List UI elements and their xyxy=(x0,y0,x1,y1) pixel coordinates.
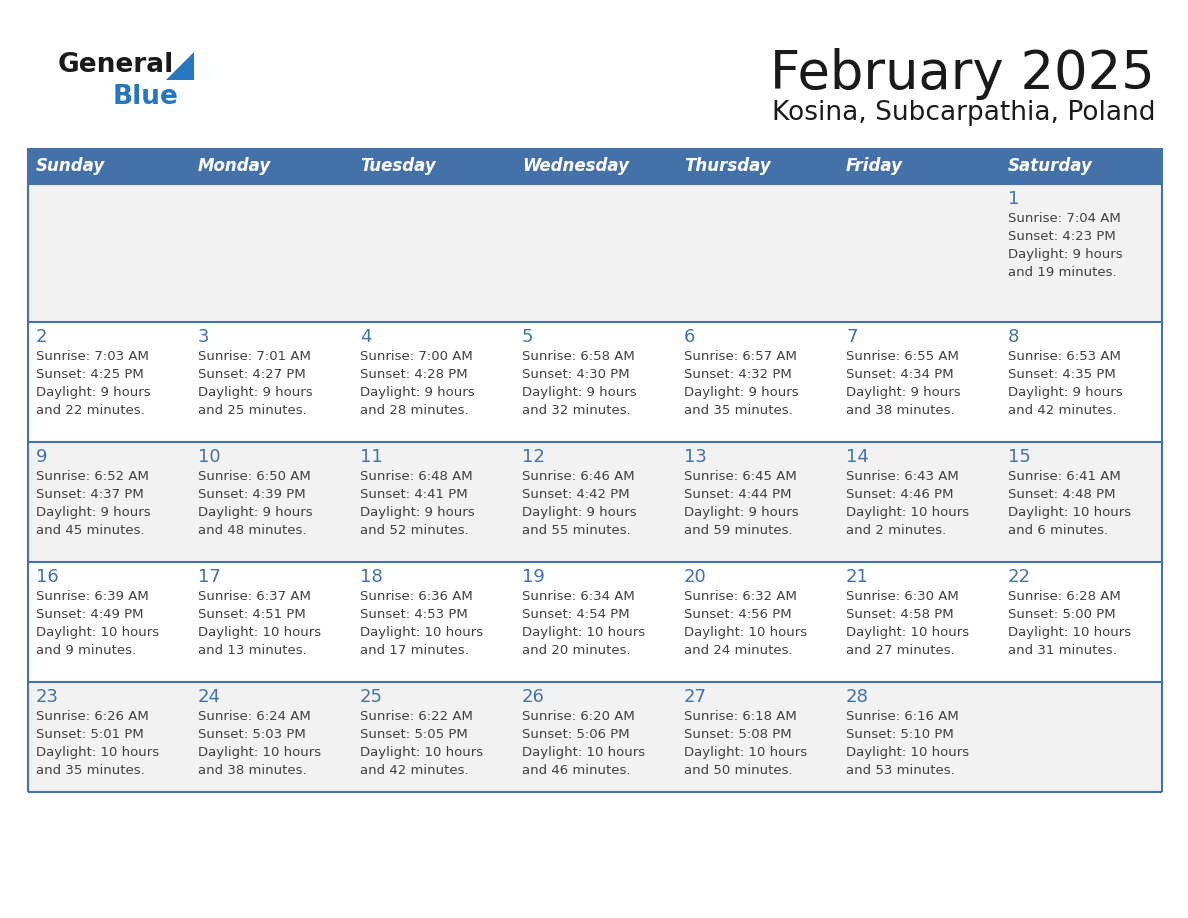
Text: 3: 3 xyxy=(198,328,209,346)
Text: Kosina, Subcarpathia, Poland: Kosina, Subcarpathia, Poland xyxy=(771,100,1155,126)
Text: Sunrise: 6:57 AM
Sunset: 4:32 PM
Daylight: 9 hours
and 35 minutes.: Sunrise: 6:57 AM Sunset: 4:32 PM Dayligh… xyxy=(684,350,798,417)
Text: 22: 22 xyxy=(1007,568,1031,586)
Text: Sunrise: 6:43 AM
Sunset: 4:46 PM
Daylight: 10 hours
and 2 minutes.: Sunrise: 6:43 AM Sunset: 4:46 PM Dayligh… xyxy=(846,470,969,537)
Text: General: General xyxy=(58,52,175,78)
Bar xyxy=(676,148,838,184)
Text: 19: 19 xyxy=(522,568,545,586)
Text: Sunrise: 6:45 AM
Sunset: 4:44 PM
Daylight: 9 hours
and 59 minutes.: Sunrise: 6:45 AM Sunset: 4:44 PM Dayligh… xyxy=(684,470,798,537)
Text: 5: 5 xyxy=(522,328,533,346)
Text: Sunrise: 7:04 AM
Sunset: 4:23 PM
Daylight: 9 hours
and 19 minutes.: Sunrise: 7:04 AM Sunset: 4:23 PM Dayligh… xyxy=(1007,212,1123,279)
Text: 8: 8 xyxy=(1007,328,1019,346)
Text: Sunrise: 6:46 AM
Sunset: 4:42 PM
Daylight: 9 hours
and 55 minutes.: Sunrise: 6:46 AM Sunset: 4:42 PM Dayligh… xyxy=(522,470,637,537)
Bar xyxy=(1000,148,1162,184)
Text: Sunrise: 7:00 AM
Sunset: 4:28 PM
Daylight: 9 hours
and 28 minutes.: Sunrise: 7:00 AM Sunset: 4:28 PM Dayligh… xyxy=(360,350,475,417)
Text: Sunrise: 6:53 AM
Sunset: 4:35 PM
Daylight: 9 hours
and 42 minutes.: Sunrise: 6:53 AM Sunset: 4:35 PM Dayligh… xyxy=(1007,350,1123,417)
Text: 6: 6 xyxy=(684,328,695,346)
Bar xyxy=(352,148,514,184)
Text: 23: 23 xyxy=(36,688,59,706)
Text: 7: 7 xyxy=(846,328,858,346)
Bar xyxy=(29,562,1162,682)
Text: Sunrise: 6:20 AM
Sunset: 5:06 PM
Daylight: 10 hours
and 46 minutes.: Sunrise: 6:20 AM Sunset: 5:06 PM Dayligh… xyxy=(522,710,645,777)
Bar xyxy=(514,148,676,184)
Text: Saturday: Saturday xyxy=(1007,157,1093,175)
Text: 9: 9 xyxy=(36,448,48,466)
Text: 15: 15 xyxy=(1007,448,1031,466)
Text: Sunrise: 6:41 AM
Sunset: 4:48 PM
Daylight: 10 hours
and 6 minutes.: Sunrise: 6:41 AM Sunset: 4:48 PM Dayligh… xyxy=(1007,470,1131,537)
Text: Sunrise: 6:39 AM
Sunset: 4:49 PM
Daylight: 10 hours
and 9 minutes.: Sunrise: 6:39 AM Sunset: 4:49 PM Dayligh… xyxy=(36,590,159,657)
Bar xyxy=(838,148,1000,184)
Text: 10: 10 xyxy=(198,448,221,466)
Text: 11: 11 xyxy=(360,448,383,466)
Text: Sunrise: 7:03 AM
Sunset: 4:25 PM
Daylight: 9 hours
and 22 minutes.: Sunrise: 7:03 AM Sunset: 4:25 PM Dayligh… xyxy=(36,350,151,417)
Text: 20: 20 xyxy=(684,568,707,586)
Text: Sunrise: 6:36 AM
Sunset: 4:53 PM
Daylight: 10 hours
and 17 minutes.: Sunrise: 6:36 AM Sunset: 4:53 PM Dayligh… xyxy=(360,590,484,657)
Text: 1: 1 xyxy=(1007,190,1019,208)
Text: Sunrise: 6:24 AM
Sunset: 5:03 PM
Daylight: 10 hours
and 38 minutes.: Sunrise: 6:24 AM Sunset: 5:03 PM Dayligh… xyxy=(198,710,321,777)
Bar xyxy=(29,442,1162,562)
Text: 27: 27 xyxy=(684,688,707,706)
Text: Sunrise: 6:50 AM
Sunset: 4:39 PM
Daylight: 9 hours
and 48 minutes.: Sunrise: 6:50 AM Sunset: 4:39 PM Dayligh… xyxy=(198,470,312,537)
Polygon shape xyxy=(166,52,194,80)
Text: Tuesday: Tuesday xyxy=(360,157,436,175)
Text: 16: 16 xyxy=(36,568,58,586)
Text: Sunrise: 6:32 AM
Sunset: 4:56 PM
Daylight: 10 hours
and 24 minutes.: Sunrise: 6:32 AM Sunset: 4:56 PM Dayligh… xyxy=(684,590,807,657)
Bar xyxy=(29,148,190,184)
Text: Wednesday: Wednesday xyxy=(522,157,628,175)
Text: Sunrise: 6:18 AM
Sunset: 5:08 PM
Daylight: 10 hours
and 50 minutes.: Sunrise: 6:18 AM Sunset: 5:08 PM Dayligh… xyxy=(684,710,807,777)
Text: Sunrise: 6:26 AM
Sunset: 5:01 PM
Daylight: 10 hours
and 35 minutes.: Sunrise: 6:26 AM Sunset: 5:01 PM Dayligh… xyxy=(36,710,159,777)
Text: Sunrise: 7:01 AM
Sunset: 4:27 PM
Daylight: 9 hours
and 25 minutes.: Sunrise: 7:01 AM Sunset: 4:27 PM Dayligh… xyxy=(198,350,312,417)
Text: Sunrise: 6:22 AM
Sunset: 5:05 PM
Daylight: 10 hours
and 42 minutes.: Sunrise: 6:22 AM Sunset: 5:05 PM Dayligh… xyxy=(360,710,484,777)
Text: February 2025: February 2025 xyxy=(770,48,1155,100)
Text: 28: 28 xyxy=(846,688,868,706)
Text: Sunrise: 6:16 AM
Sunset: 5:10 PM
Daylight: 10 hours
and 53 minutes.: Sunrise: 6:16 AM Sunset: 5:10 PM Dayligh… xyxy=(846,710,969,777)
Text: 18: 18 xyxy=(360,568,383,586)
Text: Friday: Friday xyxy=(846,157,903,175)
Text: 21: 21 xyxy=(846,568,868,586)
Text: 26: 26 xyxy=(522,688,545,706)
Text: Sunday: Sunday xyxy=(36,157,106,175)
Text: Sunrise: 6:58 AM
Sunset: 4:30 PM
Daylight: 9 hours
and 32 minutes.: Sunrise: 6:58 AM Sunset: 4:30 PM Dayligh… xyxy=(522,350,637,417)
Bar xyxy=(29,322,1162,442)
Bar xyxy=(29,184,1162,322)
Text: 24: 24 xyxy=(198,688,221,706)
Text: 13: 13 xyxy=(684,448,707,466)
Bar xyxy=(29,682,1162,792)
Text: 4: 4 xyxy=(360,328,372,346)
Text: Thursday: Thursday xyxy=(684,157,771,175)
Text: 2: 2 xyxy=(36,328,48,346)
Text: 12: 12 xyxy=(522,448,545,466)
Text: Sunrise: 6:55 AM
Sunset: 4:34 PM
Daylight: 9 hours
and 38 minutes.: Sunrise: 6:55 AM Sunset: 4:34 PM Dayligh… xyxy=(846,350,961,417)
Text: Blue: Blue xyxy=(113,84,179,110)
Text: Sunrise: 6:48 AM
Sunset: 4:41 PM
Daylight: 9 hours
and 52 minutes.: Sunrise: 6:48 AM Sunset: 4:41 PM Dayligh… xyxy=(360,470,475,537)
Text: Sunrise: 6:30 AM
Sunset: 4:58 PM
Daylight: 10 hours
and 27 minutes.: Sunrise: 6:30 AM Sunset: 4:58 PM Dayligh… xyxy=(846,590,969,657)
Text: Sunrise: 6:52 AM
Sunset: 4:37 PM
Daylight: 9 hours
and 45 minutes.: Sunrise: 6:52 AM Sunset: 4:37 PM Dayligh… xyxy=(36,470,151,537)
Text: 14: 14 xyxy=(846,448,868,466)
Bar xyxy=(190,148,352,184)
Text: Sunrise: 6:28 AM
Sunset: 5:00 PM
Daylight: 10 hours
and 31 minutes.: Sunrise: 6:28 AM Sunset: 5:00 PM Dayligh… xyxy=(1007,590,1131,657)
Text: 25: 25 xyxy=(360,688,383,706)
Text: Sunrise: 6:34 AM
Sunset: 4:54 PM
Daylight: 10 hours
and 20 minutes.: Sunrise: 6:34 AM Sunset: 4:54 PM Dayligh… xyxy=(522,590,645,657)
Text: Sunrise: 6:37 AM
Sunset: 4:51 PM
Daylight: 10 hours
and 13 minutes.: Sunrise: 6:37 AM Sunset: 4:51 PM Dayligh… xyxy=(198,590,321,657)
Text: 17: 17 xyxy=(198,568,221,586)
Text: Monday: Monday xyxy=(198,157,271,175)
